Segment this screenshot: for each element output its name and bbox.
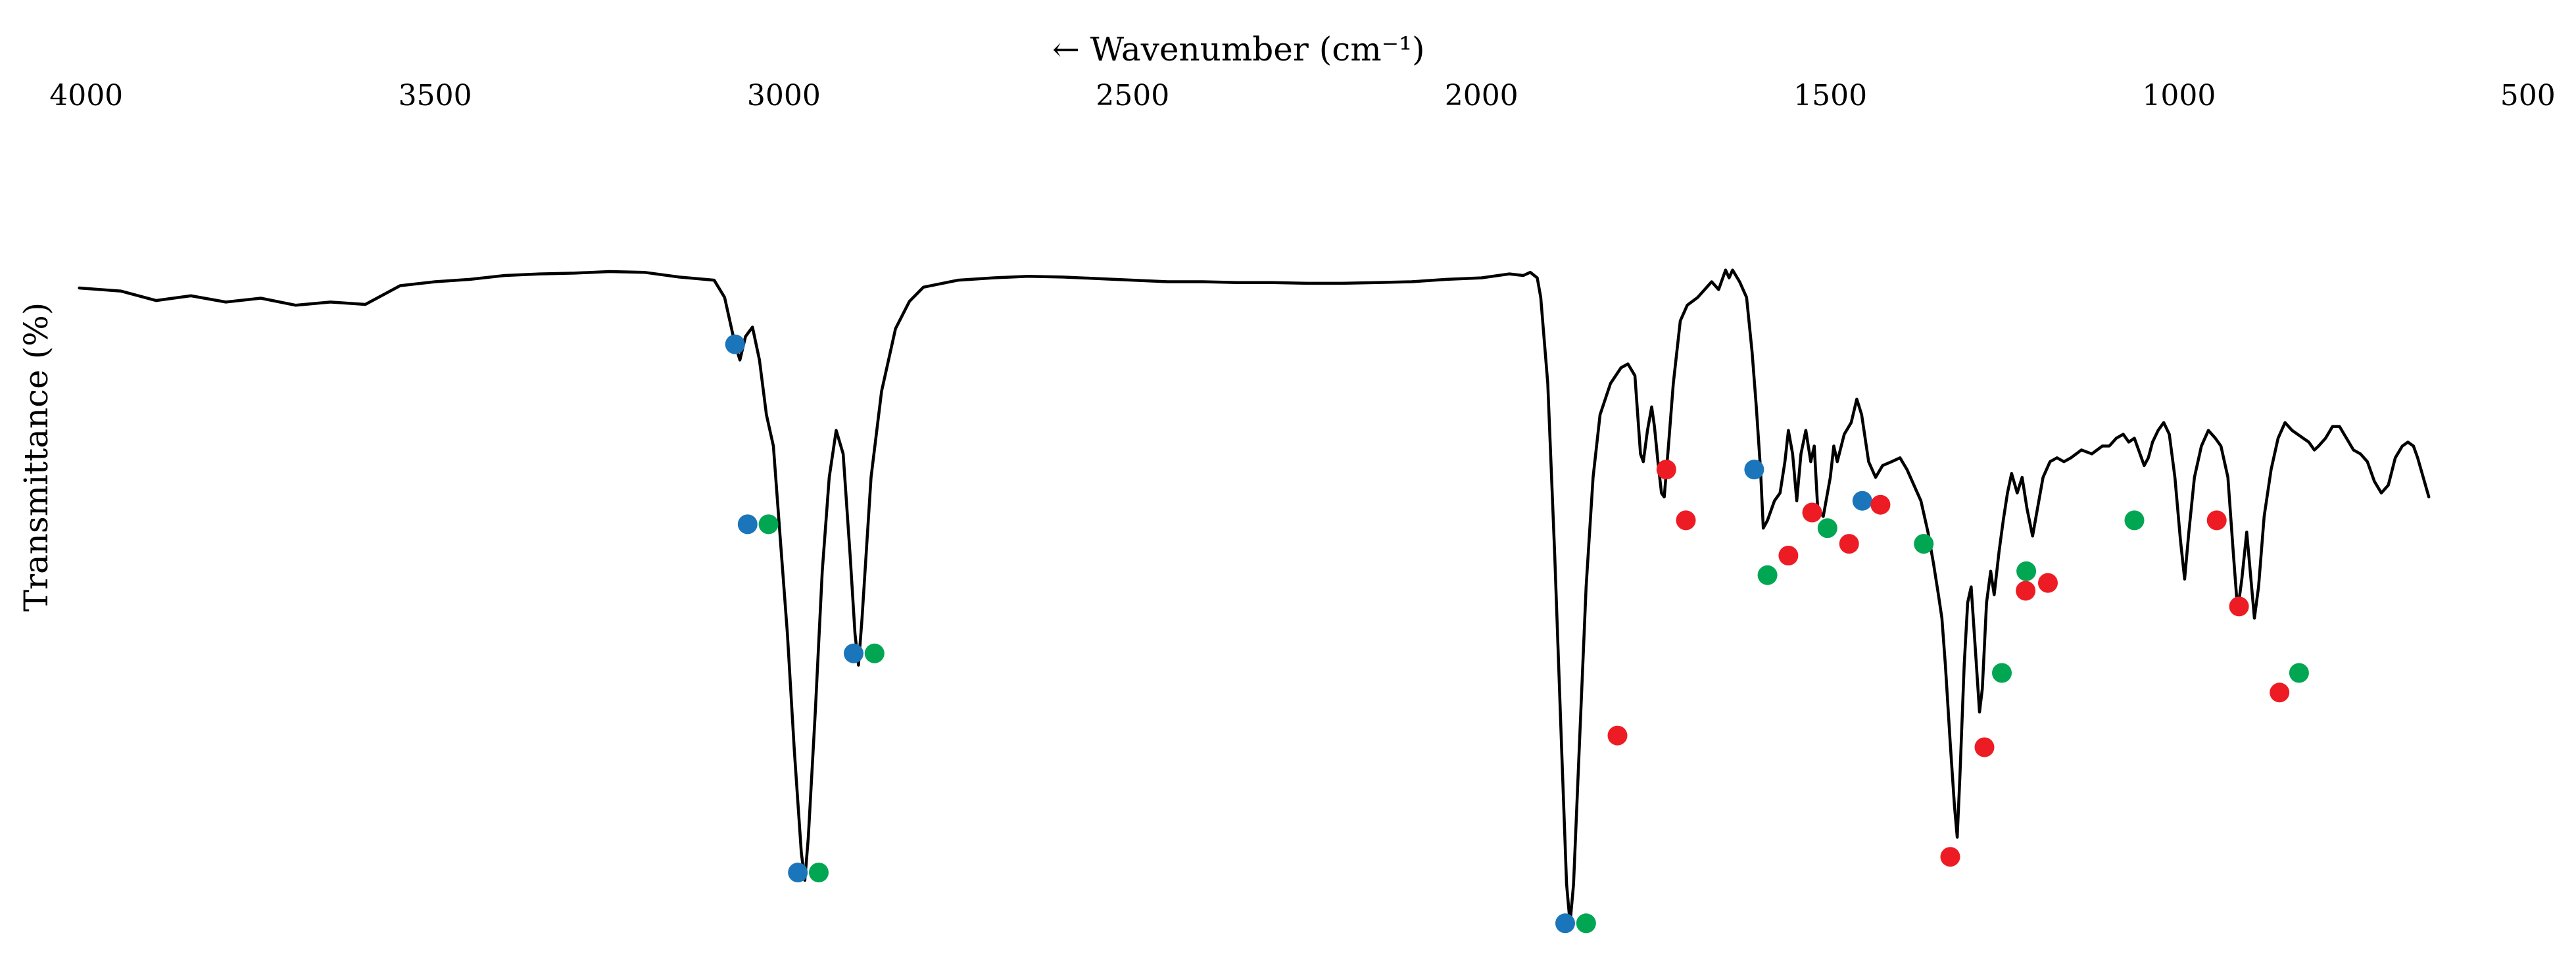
peak-marker-blue	[737, 514, 758, 535]
peak-marker-green	[758, 514, 779, 535]
peak-marker-green	[1817, 518, 1837, 538]
peak-marker-blue	[1852, 490, 1872, 511]
peak-marker-green	[1757, 565, 1778, 585]
x-tick-label: 500	[2500, 79, 2556, 112]
x-tick-label: 4000	[49, 79, 123, 112]
peak-marker-green	[1992, 663, 2012, 683]
x-axis-title: ← Wavenumber (cm⁻¹)	[1052, 30, 1425, 68]
peak-marker-green	[809, 863, 829, 882]
peak-marker-red	[1870, 494, 1891, 515]
peak-marker-green	[2016, 561, 2037, 581]
peak-marker-red	[2016, 581, 2036, 601]
peak-marker-red	[2270, 682, 2290, 703]
peak-marker-red	[1974, 737, 1995, 757]
peak-marker-green	[864, 643, 885, 663]
peak-marker-red	[1839, 534, 1859, 554]
peak-markers	[725, 334, 2309, 934]
peak-marker-green	[2289, 663, 2309, 683]
x-axis-ticks: 4000 3500 3000 2500 2000 1500 1000 500	[49, 79, 2556, 112]
x-tick-label: 2500	[1096, 79, 1169, 112]
x-tick-label: 3500	[399, 79, 472, 112]
x-tick-label: 2000	[1445, 79, 1519, 112]
peak-marker-green	[1914, 534, 1934, 554]
peak-marker-blue	[844, 643, 863, 663]
y-axis-title: Transmittance (%)	[17, 302, 55, 612]
peak-marker-red	[1676, 510, 1696, 531]
x-tick-label: 1000	[2142, 79, 2216, 112]
peak-marker-red	[1778, 546, 1799, 565]
peak-marker-red	[1802, 502, 1822, 523]
peak-marker-green	[2124, 510, 2145, 531]
peak-marker-red	[1940, 847, 1960, 867]
peak-marker-red	[2206, 510, 2227, 531]
peak-marker-blue	[1555, 913, 1575, 934]
peak-marker-blue	[725, 334, 745, 354]
x-tick-label: 1500	[1793, 79, 1867, 112]
transmittance-series-line	[78, 268, 2431, 925]
peak-marker-blue	[1744, 460, 1764, 480]
peak-marker-green	[1576, 913, 1596, 934]
peak-marker-red	[2229, 596, 2249, 617]
x-tick-label: 3000	[747, 79, 821, 112]
spectrum-layer	[78, 268, 2431, 925]
peak-marker-blue	[788, 863, 808, 882]
peak-marker-red	[1607, 725, 1628, 746]
peak-marker-red	[1656, 460, 1676, 480]
peak-marker-red	[2038, 573, 2058, 593]
